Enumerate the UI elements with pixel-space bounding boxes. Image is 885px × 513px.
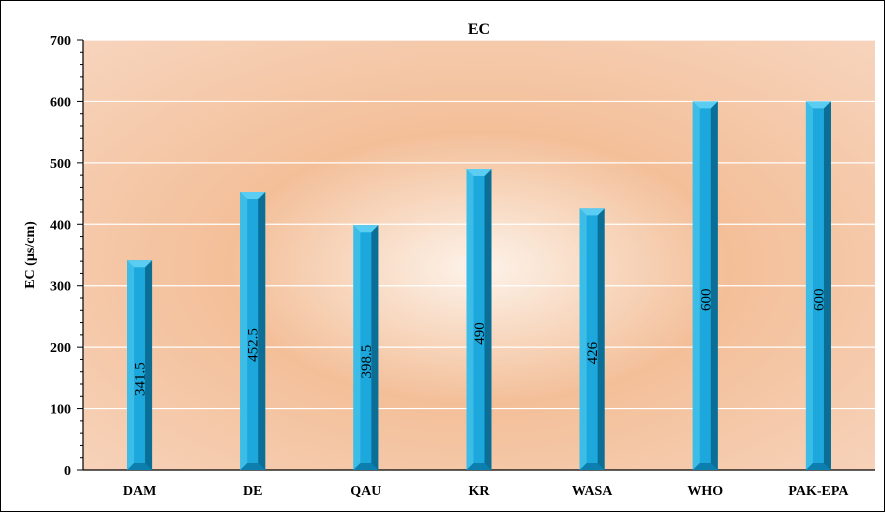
y-tick-label: 0 — [64, 464, 71, 479]
bar-base — [805, 463, 831, 470]
bar-pak-epa — [805, 101, 831, 470]
data-label: 600 — [811, 288, 827, 311]
bar-base — [579, 463, 605, 470]
y-tick-label: 600 — [50, 95, 71, 110]
data-label: 452.5 — [246, 328, 262, 362]
bar-base — [127, 463, 153, 470]
bar-top — [466, 169, 492, 176]
bar-top — [240, 192, 266, 200]
y-tick-label: 100 — [50, 403, 71, 418]
bar-kr — [466, 169, 492, 470]
bar-top — [692, 101, 718, 109]
bar-dam — [127, 260, 153, 470]
y-tick-label: 400 — [50, 218, 71, 233]
y-tick-label: 300 — [50, 280, 71, 295]
data-label: 490 — [472, 322, 488, 345]
chart-title: EC — [468, 21, 490, 38]
bar-base — [240, 463, 266, 470]
bar-side — [371, 225, 379, 470]
data-label: 398.5 — [359, 345, 375, 379]
bar-left-bevel — [805, 101, 813, 470]
bar-left-bevel — [579, 208, 587, 471]
bar-side — [710, 101, 718, 470]
bar-top — [353, 225, 379, 233]
bar-top — [127, 260, 153, 268]
bar-who — [692, 101, 718, 470]
x-tick-label: PAK-EPA — [788, 484, 849, 499]
x-tick-label: DE — [243, 484, 262, 499]
bar-de — [240, 192, 266, 471]
data-label: 600 — [698, 288, 714, 311]
bar-top — [579, 208, 605, 216]
x-tick-label: WASA — [572, 484, 613, 499]
bars — [127, 101, 831, 471]
bar-left-bevel — [240, 192, 248, 471]
bar-top — [805, 101, 831, 109]
bar-side — [145, 260, 153, 470]
bar-side — [484, 169, 492, 470]
x-tick-label: DAM — [123, 484, 156, 499]
bar-qau — [353, 225, 379, 470]
y-tick-label: 500 — [50, 157, 71, 172]
data-label: 426 — [585, 341, 601, 364]
bar-left-bevel — [353, 225, 361, 470]
bar-left-bevel — [692, 101, 700, 470]
bar-side — [258, 192, 266, 471]
bar-base — [466, 463, 492, 470]
labels: 0 100 200 300 400 500 600 700 341.5 DAM 452.5 DE 398… — [50, 34, 849, 499]
bar-base — [692, 463, 718, 470]
bar-side — [597, 208, 605, 471]
data-label: 341.5 — [133, 362, 149, 396]
y-tick-label: 200 — [50, 341, 71, 356]
bar-side — [823, 101, 831, 470]
y-tick-label: 700 — [50, 34, 71, 49]
x-tick-label: QAU — [350, 484, 381, 499]
bar-left-bevel — [127, 260, 135, 470]
bar-wasa — [579, 208, 605, 471]
x-tick-label: WHO — [687, 484, 723, 499]
bar-left-bevel — [466, 169, 474, 470]
x-tick-label: KR — [469, 484, 491, 499]
bar-base — [353, 463, 379, 470]
y-axis-title: EC (µs/cm) — [23, 221, 38, 289]
